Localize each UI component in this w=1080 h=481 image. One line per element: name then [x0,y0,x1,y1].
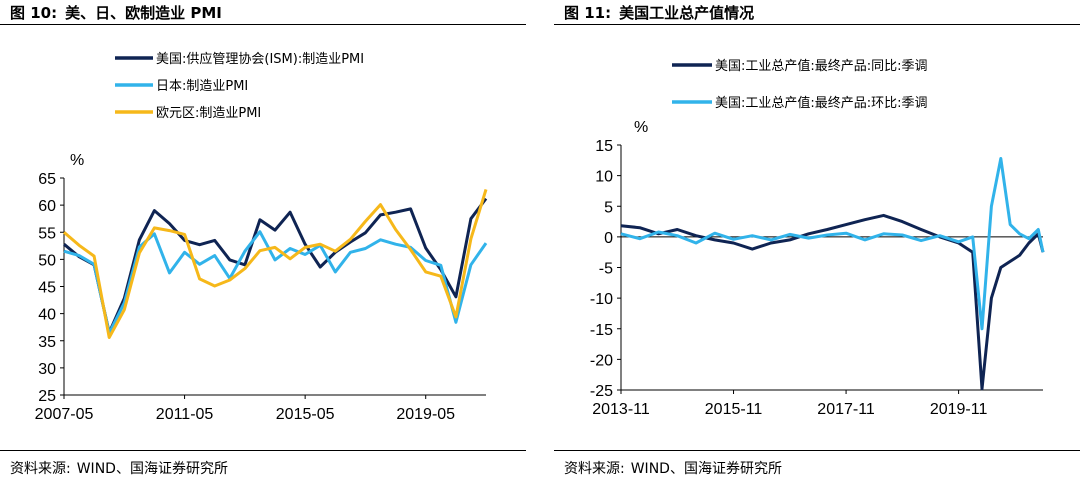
y-tick-label: 0 [604,230,613,247]
series-line-euro [63,188,488,339]
x-tick-label: 2019-11 [930,401,988,418]
legend-label-mom: 美国:工业总产值:最终产品:环比:季调 [715,95,928,111]
pmi-chart: 25 30 35 40 45 50 55 60 65 2007-05 2011-05 2015-05 2… [35,51,488,423]
y-tick-label: 45 [38,280,56,297]
series-line-japan [63,230,488,335]
y-tick-label: -5 [599,261,613,278]
x-tick-label: 2015-05 [276,406,335,423]
left-figure-caption: 美、日、欧制造业 PMI [65,4,222,22]
right-top-rule [554,24,1080,25]
y-unit-label: % [70,152,84,169]
y-tick-label: 35 [38,334,56,351]
x-tick-label: 2019-05 [396,406,455,423]
left-figure-title: 图 10: 美、日、欧制造业 PMI [10,2,230,23]
y-tick-label: -25 [590,383,613,400]
y-tick-label: 50 [38,252,56,269]
y-tick-label: 25 [38,388,56,405]
right-source-text: WIND、国海证券研究所 [630,461,782,477]
y-tick-label: 30 [38,361,56,378]
right-panel: 图 11: 美国工业总产值情况 -25 -20 -15 -10 -5 0 5 10 15 2013-… [554,0,1080,481]
y-tick-label: 65 [38,171,56,188]
left-source: 资料来源: WIND、国海证券研究所 [10,458,234,478]
x-tick-label: 2015-11 [705,401,763,418]
left-bottom-rule [0,450,526,451]
legend-label-euro: 欧元区:制造业PMI [156,106,261,121]
right-figure-caption: 美国工业总产值情况 [619,4,755,22]
left-top-rule [0,24,526,25]
y-tick-label: 55 [38,225,56,242]
y-tick-label: 5 [604,199,613,216]
x-tick-label: 2017-11 [817,401,875,418]
legend-label-japan: 日本:制造业PMI [156,79,248,94]
y-tick-label: -10 [590,291,613,308]
left-figure-number: 图 10: [10,4,58,22]
y-tick-label: 40 [38,307,56,324]
legend-label-us: 美国:供应管理协会(ISM):制造业PMI [156,51,364,67]
right-source-label: 资料来源: [564,461,625,477]
y-tick-label: 15 [595,138,613,155]
y-tick-label: 60 [38,198,56,215]
right-figure-title: 图 11: 美国工业总产值情况 [564,2,762,23]
series-line-us [63,197,488,335]
left-panel: 图 10: 美、日、欧制造业 PMI 25 30 35 40 45 50 55 60 65 2007… [0,0,526,481]
right-bottom-rule [554,450,1080,451]
series-line-mom [620,157,1045,331]
left-source-label: 资料来源: [10,461,71,477]
y-tick-label: 10 [595,169,613,186]
y-tick-label: -20 [590,352,613,369]
y-tick-label: -15 [590,322,613,339]
x-tick-label: 2007-05 [35,406,94,423]
x-tick-label: 2013-11 [592,401,650,418]
industrial-output-chart: -25 -20 -15 -10 -5 0 5 10 15 2013-11 2015-11 2017-1… [590,58,1045,418]
y-unit-label: % [634,119,648,136]
left-source-text: WIND、国海证券研究所 [76,461,228,477]
right-source: 资料来源: WIND、国海证券研究所 [564,458,788,478]
right-figure-number: 图 11: [564,4,612,22]
legend-label-yoy: 美国:工业总产值:最终产品:同比:季调 [715,58,928,74]
x-tick-label: 2011-05 [156,406,214,423]
